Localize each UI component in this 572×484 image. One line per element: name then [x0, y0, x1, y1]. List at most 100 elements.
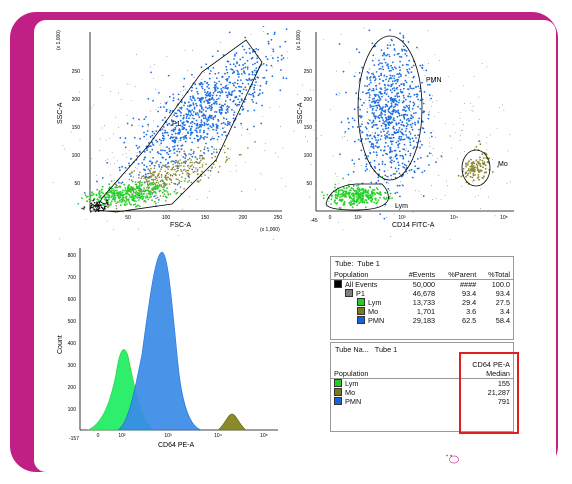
event-dot — [179, 131, 182, 133]
event-dot — [240, 73, 243, 75]
event-dot — [104, 208, 106, 210]
event-dot — [374, 122, 376, 124]
table-row[interactable]: Lym 155 — [331, 379, 513, 388]
event-dot — [155, 194, 157, 197]
event-dot — [479, 165, 482, 168]
event-dot — [180, 169, 182, 171]
swatch-lym — [357, 298, 365, 306]
event-dot — [398, 76, 400, 78]
table-row[interactable]: Mo 1,701 3.6 3.4 — [331, 307, 513, 316]
event-dot — [483, 162, 486, 165]
event-dot — [407, 173, 408, 175]
event-dot — [385, 99, 387, 101]
event-dot — [429, 137, 430, 139]
event-dot — [156, 185, 158, 188]
event-dot — [208, 101, 211, 104]
event-dot — [321, 191, 323, 194]
event-dot — [359, 108, 361, 111]
event-dot — [347, 139, 349, 141]
event-dot — [225, 78, 228, 81]
event-dot — [235, 86, 237, 89]
event-dot — [245, 161, 246, 163]
table-row[interactable]: Lym 13,733 29.4 27.5 — [331, 298, 513, 307]
event-dot — [125, 203, 128, 206]
event-dot — [391, 88, 394, 90]
table-row[interactable]: PMN 29,183 62.5 58.4 — [331, 316, 513, 325]
event-dot — [168, 147, 171, 150]
event-dot — [105, 160, 107, 161]
event-dot — [383, 58, 386, 61]
event-dot — [361, 197, 363, 200]
event-dot — [199, 131, 201, 133]
event-dot — [179, 139, 182, 142]
event-dot — [99, 150, 100, 151]
event-dot — [176, 137, 178, 140]
event-dot — [231, 109, 233, 111]
event-dot — [405, 148, 407, 149]
event-dot — [154, 188, 157, 191]
event-dot — [106, 196, 109, 199]
event-dot — [197, 146, 199, 149]
event-dot — [238, 154, 241, 156]
row-median: 21,287 — [487, 388, 510, 397]
event-dot — [118, 181, 120, 184]
event-dot — [108, 198, 110, 201]
event-dot — [150, 178, 153, 181]
event-dot — [392, 133, 395, 136]
event-dot — [110, 200, 113, 203]
event-dot — [125, 173, 127, 174]
event-dot — [382, 68, 385, 71]
event-dot — [191, 118, 193, 119]
event-dot — [210, 174, 212, 176]
event-dot — [90, 194, 93, 197]
event-dot — [347, 116, 348, 118]
event-dot — [359, 114, 361, 117]
event-dot — [191, 96, 194, 99]
event-dot — [385, 176, 387, 177]
event-dot — [151, 172, 153, 175]
event-dot — [222, 86, 225, 89]
event-dot — [151, 148, 154, 151]
event-dot — [280, 58, 283, 61]
event-dot — [216, 138, 219, 141]
event-dot — [119, 169, 121, 172]
table-row[interactable]: Mo 21,287 — [331, 388, 513, 397]
event-dot — [191, 86, 194, 89]
event-dot — [166, 183, 168, 185]
event-dot — [168, 156, 171, 159]
event-dot — [183, 104, 185, 107]
event-dot — [206, 91, 209, 93]
x-tick: -157 — [69, 436, 79, 442]
event-dot — [350, 200, 352, 203]
event-dot — [235, 96, 238, 99]
event-dot — [207, 169, 210, 172]
event-dot — [130, 158, 132, 160]
table-row[interactable]: All Events 50,000 #### 100.0 — [331, 280, 513, 289]
event-dot — [388, 137, 391, 140]
event-dot — [366, 191, 369, 193]
event-dot — [202, 109, 205, 111]
event-dot — [86, 200, 89, 203]
event-dot — [159, 183, 161, 186]
event-dot — [371, 142, 373, 145]
event-dot — [91, 107, 93, 109]
event-dot — [388, 121, 391, 123]
event-dot — [273, 239, 274, 240]
event-dot — [221, 77, 223, 79]
event-dot — [334, 186, 336, 189]
table-row[interactable]: PMN 791 — [331, 397, 513, 406]
event-dot — [219, 91, 222, 94]
event-dot — [155, 130, 158, 132]
table-row[interactable]: P1 46,678 93.4 93.4 — [331, 289, 513, 298]
event-dot — [157, 182, 160, 184]
event-dot — [371, 101, 373, 103]
event-dot — [365, 127, 368, 130]
event-dot — [106, 159, 108, 160]
event-dot — [171, 133, 173, 136]
plot1-x-label: FSC-A — [170, 222, 191, 229]
event-dot — [409, 138, 412, 141]
event-dot — [168, 177, 171, 180]
event-dot — [137, 163, 140, 165]
event-dot — [127, 193, 130, 195]
event-dot — [509, 181, 511, 183]
